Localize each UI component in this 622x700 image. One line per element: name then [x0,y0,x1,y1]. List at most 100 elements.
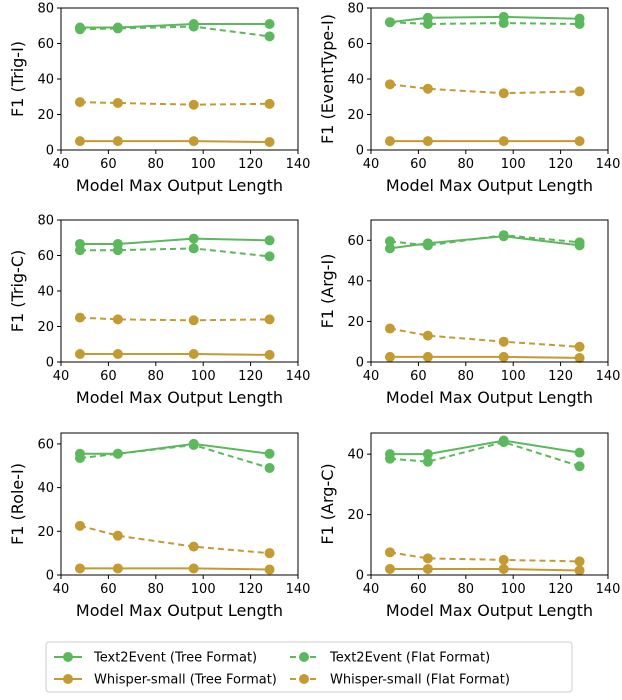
data-point [574,18,585,29]
series-line-3 [390,568,580,572]
series-line-1 [390,439,580,456]
legend: Text2Event (Tree Format) Whisper-small (T… [45,641,573,693]
data-point [188,243,199,254]
legend-marker [63,674,73,684]
data-point [264,314,275,325]
data-point [574,341,585,352]
x-axis-label: Model Max Output Length [386,176,593,195]
data-point [574,447,585,458]
y-tick-label: 0 [46,569,54,584]
data-point [498,336,509,347]
series-line-4 [389,83,580,95]
data-point [74,349,85,360]
data-point [112,136,123,147]
y-tick-label: 0 [46,356,54,371]
data-point [264,548,275,559]
y-axis-label: F1 (EventType-I) [318,14,337,144]
x-tick-label: 60 [100,582,117,597]
y-tick-label: 20 [37,108,54,123]
data-point [498,88,509,99]
series-line-1 [80,442,270,455]
series-line-2 [80,247,270,258]
x-tick-label: 40 [363,369,380,384]
data-point [112,23,123,34]
y-tick-label: 80 [347,2,364,17]
series-line-1 [80,23,270,29]
x-tick-label: 100 [501,157,526,172]
x-tick-label: 120 [548,369,573,384]
series-line-1 [389,15,580,24]
y-tick-label: 60 [37,249,54,264]
y-tick-label: 40 [37,73,54,88]
data-point [422,240,433,251]
data-point [74,136,85,147]
data-point [74,245,85,256]
y-tick-label: 0 [356,356,364,371]
data-point [574,461,585,472]
x-tick-label: 120 [238,582,263,597]
chart-panel-5: 40 60 80 100 120 140 0 20 40 60 Model Max Output L… [8,432,310,620]
y-axis-label: F1 (Arg-I) [318,254,337,329]
y-tick-label: 0 [356,144,364,159]
axes-frame [60,219,299,363]
data-point [188,21,199,32]
x-tick-label: 140 [596,369,621,384]
data-point [74,520,85,531]
x-tick-label: 140 [286,369,311,384]
axes-frame [60,7,299,151]
x-tick-label: 60 [410,369,427,384]
x-tick-label: 80 [148,369,165,384]
x-tick-label: 40 [53,157,70,172]
data-point [112,245,123,256]
y-tick-label: 0 [356,569,364,584]
data-point [74,563,85,574]
y-axis-label: F1 (Role-I) [8,463,27,545]
data-point [384,136,395,147]
data-point [112,97,123,108]
series-line-4 [389,327,580,348]
axes-frame [370,219,609,363]
chart-panel-6: 40 60 80 100 120 140 0 20 40 Model Max Output Len… [318,432,620,620]
x-axis-label: Model Max Output Length [386,601,593,620]
legend-box [45,641,573,693]
series-line-3 [80,140,270,143]
series-line-4 [79,316,270,322]
legend-label: Whisper-small (Flat Format) [330,673,510,688]
data-point [498,18,509,29]
x-tick-label: 100 [501,582,526,597]
x-tick-label: 40 [53,369,70,384]
legend-marker [63,652,73,662]
x-tick-label: 40 [363,157,380,172]
data-point [384,563,395,574]
series-line-3 [80,353,270,356]
data-point [264,462,275,473]
y-tick-label: 60 [37,37,54,52]
x-axis-label: Model Max Output Length [76,601,283,620]
data-point [188,563,199,574]
data-point [498,351,509,362]
data-point [574,86,585,97]
x-tick-label: 40 [53,582,70,597]
data-point [384,79,395,90]
chart-panel-3: 40 60 80 100 120 140 0 20 40 60 80 Model Max Output… [8,214,310,408]
legend-label: Text2Event (Flat Format) [329,651,490,666]
x-tick-label: 60 [100,157,117,172]
data-point [384,351,395,362]
data-point [422,563,433,574]
data-point [498,136,509,147]
data-point [574,136,585,147]
data-point [188,440,199,451]
series-line-4 [79,524,270,555]
data-point [422,330,433,341]
data-point [112,563,123,574]
x-tick-label: 60 [410,157,427,172]
data-point [384,547,395,558]
x-tick-label: 100 [501,369,526,384]
data-point [188,136,199,147]
axes-frame [370,7,609,151]
data-point [264,31,275,42]
legend-marker [299,674,309,684]
data-point [188,541,199,552]
data-point [112,314,123,325]
